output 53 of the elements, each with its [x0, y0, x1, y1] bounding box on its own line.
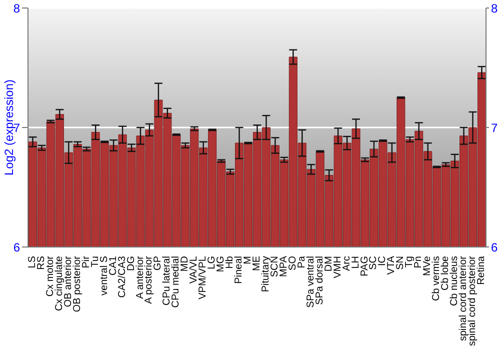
x-tick-label: Arc — [341, 256, 352, 271]
y2-tick-label: 6 — [491, 240, 498, 254]
x-tick-label: Hb — [224, 256, 236, 269]
x-tick-label: Pineal — [234, 256, 245, 284]
x-tick-label: SPa ventral — [305, 256, 316, 308]
x-tick-label: Retina — [476, 256, 488, 285]
x-tick-label: VMH — [332, 256, 344, 278]
x-tick-label: LG — [206, 256, 218, 270]
x-tick-label: GP — [152, 256, 164, 270]
x-tick-label: ME — [252, 256, 262, 271]
x-tick-label: SO — [287, 256, 298, 270]
x-tick-label: OB posterior — [72, 255, 83, 312]
y-axis-title: Log2 (expression) — [2, 79, 16, 176]
x-tick-label: Cx cingulate — [54, 256, 65, 312]
x-tick-label: MVe — [422, 256, 434, 276]
x-tick-label: spinal cord posterior — [467, 255, 478, 346]
x-tick-label: SCN — [269, 256, 280, 278]
x-tick-label: CA1 — [108, 256, 119, 276]
x-tick-label: DM — [323, 256, 334, 272]
y-tick-label: 7 — [13, 120, 20, 135]
x-tick-label: Pa — [296, 256, 308, 268]
x-tick-label: CA2/CA3 — [116, 256, 128, 298]
x-tick-label: PAG — [359, 256, 370, 276]
x-tick-label: LS — [26, 256, 38, 268]
x-tick-label: IC — [377, 256, 388, 266]
x-tick-label: MPA — [278, 256, 290, 277]
y-tick-label: 6 — [13, 240, 20, 254]
x-tick-label: M — [242, 256, 254, 264]
x-tick-label: Cb lobe — [440, 256, 452, 290]
y2-tick-label: 8 — [491, 1, 498, 16]
x-tick-label: VPM/VPL — [198, 256, 209, 300]
x-tick-label: VTA — [386, 256, 398, 275]
x-tick-label: Cx motor — [44, 255, 56, 297]
x-tick-label: DG — [126, 256, 137, 271]
x-tick-label: Pn — [413, 256, 424, 268]
x-tick-label: SN — [395, 256, 406, 270]
x-tick-label: spinal cord anterior — [458, 255, 470, 342]
x-tick-label: Cb nucleus — [449, 256, 460, 306]
y-tick-label: 8 — [13, 1, 20, 16]
x-tick-label: CPu medial — [170, 256, 182, 308]
x-tick-label: Tu — [90, 256, 101, 268]
y2-tick-label: 7 — [491, 120, 498, 135]
x-tick-label: A anterior — [134, 255, 146, 299]
x-tick-label: ventral S — [98, 256, 110, 296]
x-tick-label: Pituitary — [260, 256, 272, 292]
x-tick-label: RS — [36, 256, 47, 270]
x-tick-label: OB anterior — [62, 255, 74, 308]
x-tick-label: SPa dorsal — [314, 256, 326, 305]
x-tick-label: A posterior — [144, 255, 155, 304]
x-tick-label: SC — [368, 256, 380, 270]
x-tick-label: Pir — [80, 255, 92, 268]
x-tick-label: LH — [350, 256, 362, 269]
x-tick-label: Tg — [404, 256, 416, 268]
